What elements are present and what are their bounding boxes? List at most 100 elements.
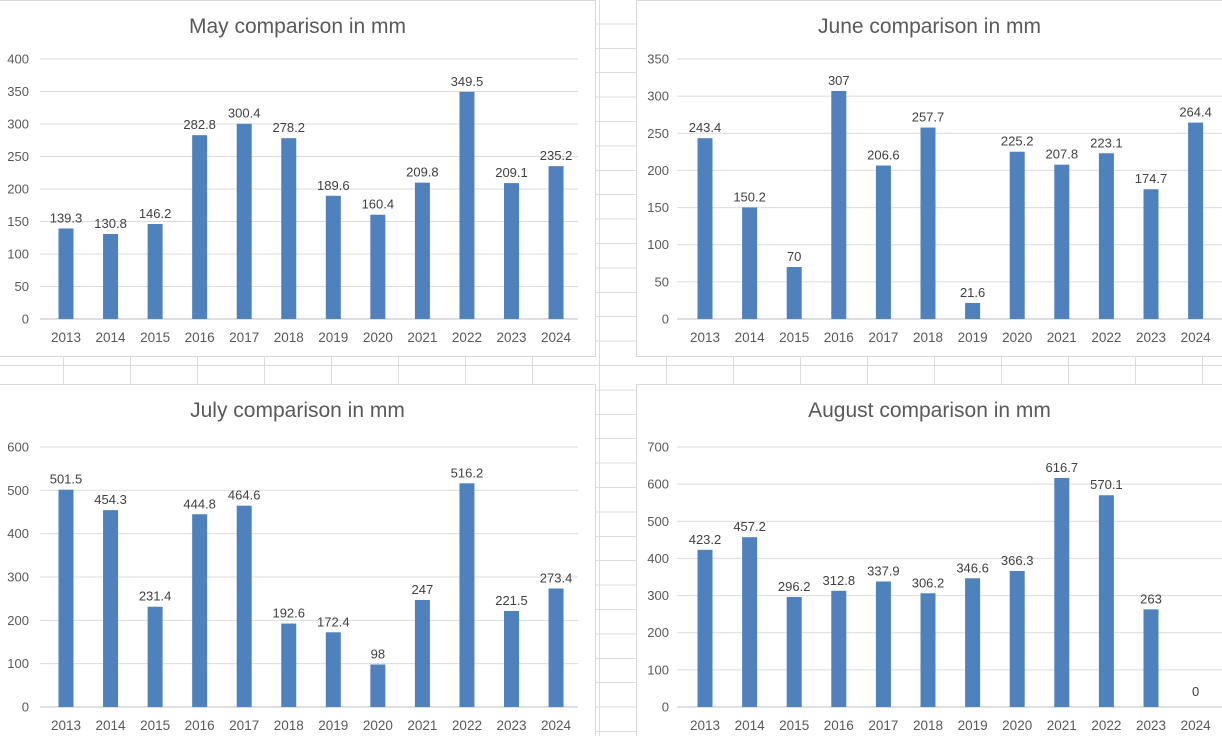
bar-2014[interactable]: [742, 537, 758, 707]
data-label-2013: 423.2: [689, 532, 722, 547]
bar-2021[interactable]: [1054, 477, 1070, 707]
y-tick-label: 100: [7, 656, 29, 671]
x-tick-label-2014: 2014: [735, 718, 766, 733]
y-tick-label: 250: [647, 126, 669, 141]
bar-2023[interactable]: [504, 611, 519, 707]
bar-2023[interactable]: [1143, 609, 1159, 707]
y-tick-label: 150: [647, 200, 669, 215]
data-label-2023: 263: [1140, 591, 1162, 606]
x-tick-label-2019: 2019: [318, 718, 348, 733]
bar-2019[interactable]: [325, 632, 341, 707]
x-tick-label-2014: 2014: [96, 718, 127, 733]
bar-2015[interactable]: [786, 267, 802, 319]
data-label-2017: 300.4: [228, 106, 261, 121]
data-label-2023: 221.5: [495, 593, 528, 608]
bar-2024[interactable]: [548, 588, 564, 707]
y-tick-label: 350: [7, 84, 29, 99]
y-tick-label: 0: [22, 312, 29, 327]
bar-2017[interactable]: [236, 123, 252, 320]
x-tick-label-2016: 2016: [185, 330, 215, 345]
y-tick-label: 300: [7, 117, 29, 132]
bar-2018[interactable]: [920, 593, 936, 707]
bar-2022[interactable]: [1098, 153, 1114, 319]
data-label-2019: 346.6: [956, 560, 989, 575]
bar-2021[interactable]: [1054, 164, 1070, 319]
bar-2016[interactable]: [831, 90, 847, 319]
bar-2013[interactable]: [58, 228, 74, 319]
chart-july[interactable]: July comparison in mm 0 100 200 300 400 500 60…: [0, 384, 596, 736]
bar-2022[interactable]: [459, 483, 475, 707]
bar-2016[interactable]: [192, 135, 208, 319]
x-tick-label-2020: 2020: [363, 718, 393, 733]
bar-2021[interactable]: [414, 182, 430, 319]
y-tick-label: 600: [647, 477, 669, 492]
x-tick-label-2021: 2021: [1047, 718, 1077, 733]
bar-2014[interactable]: [103, 510, 119, 707]
chart-august[interactable]: August comparison in mm 0 100 200 300 400 500…: [636, 384, 1222, 736]
data-label-2022: 223.1: [1090, 135, 1123, 150]
data-label-2014: 454.3: [94, 492, 127, 507]
y-tick-label: 700: [647, 440, 669, 455]
data-label-2023: 209.1: [495, 165, 528, 180]
data-label-2024: 264.4: [1179, 105, 1212, 120]
bar-2013[interactable]: [58, 489, 74, 707]
y-tick-label: 200: [647, 163, 669, 178]
bar-2019[interactable]: [965, 578, 981, 707]
y-tick-label: 600: [7, 440, 29, 455]
data-label-2017: 464.6: [228, 488, 261, 503]
bar-2021[interactable]: [414, 599, 430, 707]
bar-2014[interactable]: [103, 233, 119, 319]
bar-2016[interactable]: [831, 590, 847, 707]
bar-2019[interactable]: [325, 195, 341, 319]
x-tick-label-2022: 2022: [452, 330, 482, 345]
x-tick-label-2022: 2022: [1091, 718, 1121, 733]
y-tick-label: 400: [647, 551, 669, 566]
y-tick-label: 200: [7, 182, 29, 197]
y-tick-label: 150: [7, 214, 29, 229]
bar-2019[interactable]: [965, 302, 981, 319]
bar-2018[interactable]: [281, 623, 297, 707]
y-tick-label: 0: [662, 700, 669, 715]
bar-2020[interactable]: [1009, 151, 1025, 319]
bar-2024[interactable]: [548, 166, 564, 319]
bar-2020[interactable]: [1009, 570, 1025, 707]
y-tick-label: 0: [662, 312, 669, 327]
x-tick-label-2024: 2024: [1181, 330, 1212, 345]
bar-2015[interactable]: [147, 606, 163, 707]
x-tick-label-2013: 2013: [690, 330, 720, 345]
bar-2020[interactable]: [370, 664, 386, 707]
x-tick-label-2018: 2018: [913, 718, 943, 733]
data-label-2019: 189.6: [317, 178, 350, 193]
bar-2020[interactable]: [370, 214, 386, 319]
bar-2015[interactable]: [786, 596, 802, 707]
data-label-2024: 235.2: [540, 148, 573, 163]
y-tick-label: 300: [647, 89, 669, 104]
bar-2023[interactable]: [1143, 189, 1159, 319]
data-label-2021: 247: [412, 582, 434, 597]
bar-2017[interactable]: [236, 505, 252, 707]
data-label-2015: 231.4: [139, 589, 172, 604]
bar-2017[interactable]: [875, 581, 891, 707]
data-label-2020: 366.3: [1001, 553, 1034, 568]
bar-2018[interactable]: [281, 138, 297, 319]
bar-2013[interactable]: [697, 549, 713, 707]
bar-2022[interactable]: [459, 91, 475, 319]
bar-2017[interactable]: [875, 165, 891, 319]
bar-2013[interactable]: [697, 138, 713, 319]
bar-2016[interactable]: [192, 514, 208, 707]
data-label-2016: 282.8: [183, 117, 216, 132]
chart-june[interactable]: June comparison in mm 0 50 100 150 200 250 300…: [636, 0, 1222, 357]
x-tick-label-2019: 2019: [318, 330, 348, 345]
data-label-2024: 0: [1192, 684, 1199, 699]
data-label-2013: 501.5: [50, 472, 83, 487]
bar-2022[interactable]: [1098, 495, 1114, 707]
bar-2014[interactable]: [742, 207, 758, 319]
bar-2018[interactable]: [920, 127, 936, 320]
bar-2024[interactable]: [1188, 122, 1204, 320]
y-tick-label: 50: [15, 279, 29, 294]
bar-2015[interactable]: [147, 223, 163, 319]
chart-may[interactable]: May comparison in mm 0 50 100 150 200 250 300 3…: [0, 0, 596, 357]
x-tick-label-2019: 2019: [958, 718, 988, 733]
y-tick-label: 500: [7, 483, 29, 498]
bar-2023[interactable]: [504, 183, 519, 319]
